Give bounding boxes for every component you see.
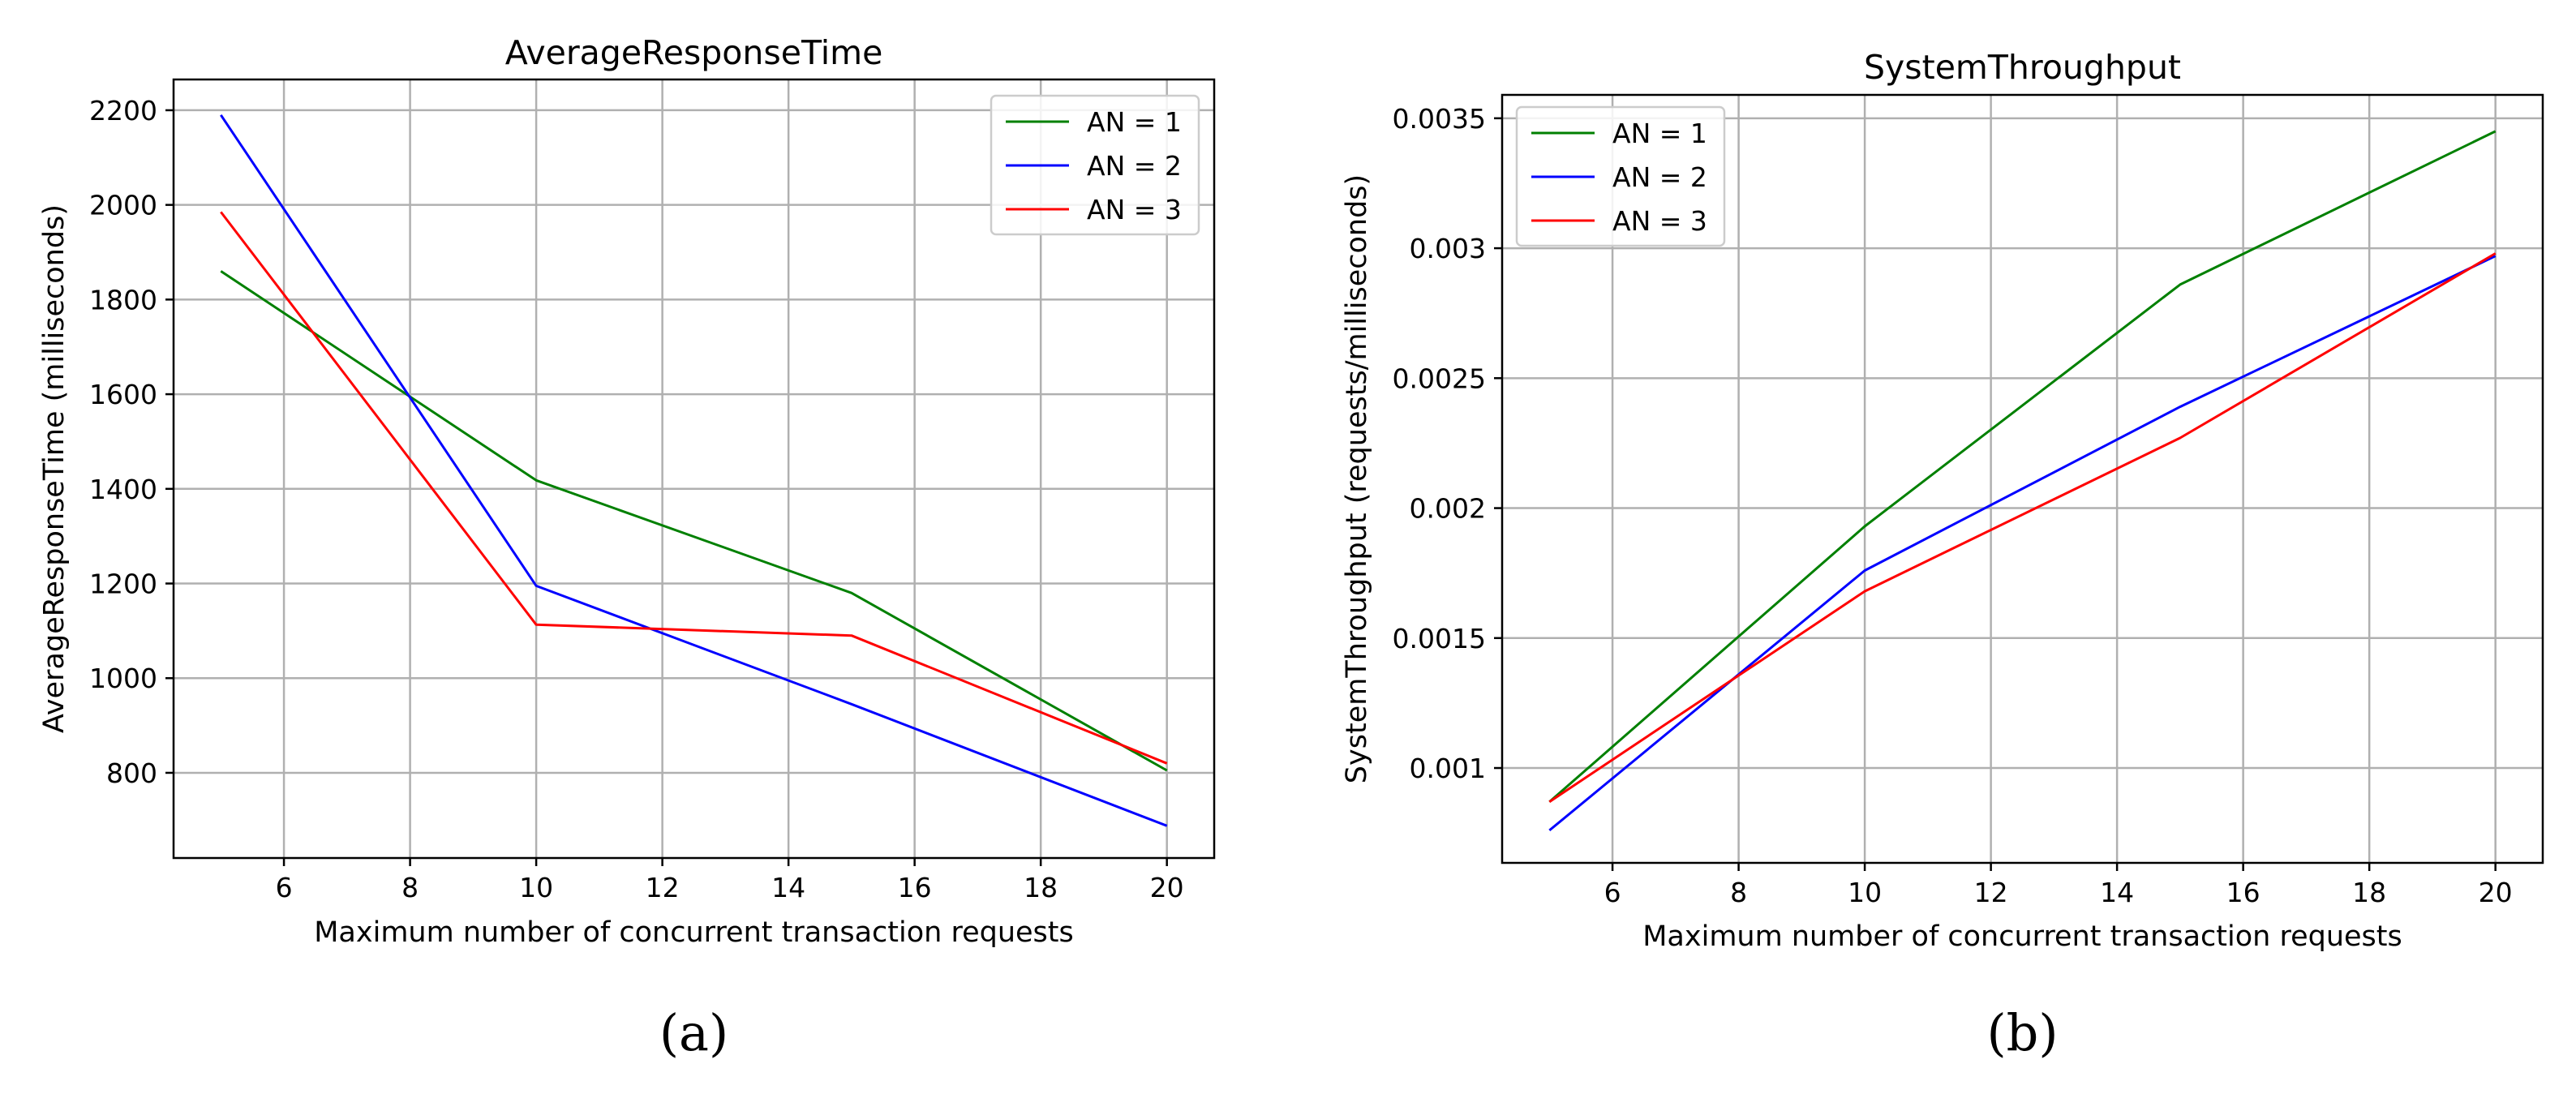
legend-label-an-3: AN = 3 [1612, 205, 1707, 237]
y-tick-label: 2200 [89, 95, 157, 127]
x-tick-label: 16 [898, 872, 932, 903]
legend-label-an-2: AN = 2 [1087, 150, 1182, 182]
series-line-an-3 [1548, 252, 2497, 803]
legend-label-an-1: AN = 1 [1087, 106, 1182, 138]
y-tick-label: 0.0015 [1393, 623, 1486, 654]
y-axis-label: AverageResponseTime (milliseconds) [38, 204, 71, 733]
y-tick-label: 1400 [89, 474, 157, 505]
chart-title: SystemThroughput [1864, 48, 2181, 87]
y-tick-label: 1000 [89, 663, 157, 694]
x-tick-label: 12 [1974, 877, 2008, 908]
x-tick-label: 8 [1730, 877, 1747, 908]
legend-label-an-1: AN = 1 [1612, 118, 1707, 149]
x-tick-label: 6 [1604, 877, 1621, 908]
x-tick-label: 6 [276, 872, 293, 903]
x-tick-label: 14 [2100, 877, 2134, 908]
y-tick-label: 1600 [89, 379, 157, 410]
x-tick-label: 12 [646, 872, 680, 903]
x-tick-label: 10 [519, 872, 553, 903]
series-line-an-2 [1548, 255, 2497, 832]
plot-frame [1501, 93, 2544, 864]
y-tick-label: 0.003 [1410, 233, 1486, 264]
y-tick-label: 2000 [89, 190, 157, 221]
y-tick-label: 1800 [89, 284, 157, 315]
legend-label-an-3: AN = 3 [1087, 194, 1182, 225]
x-tick-label: 10 [1848, 877, 1882, 908]
panel-label: (b) [1986, 1003, 2058, 1062]
x-axis-label: Maximum number of concurrent transaction… [314, 916, 1074, 949]
y-tick-label: 800 [106, 757, 157, 789]
series-line-an-1 [220, 270, 1168, 772]
chart-title: AverageResponseTime [505, 33, 883, 72]
legend-box [1515, 105, 1726, 247]
y-tick-label: 0.0035 [1393, 103, 1486, 135]
x-tick-label: 20 [2479, 877, 2513, 908]
legend-label-an-2: AN = 2 [1612, 161, 1707, 193]
y-tick-label: 0.001 [1410, 753, 1486, 784]
x-axis-label: Maximum number of concurrent transaction… [1642, 920, 2402, 953]
x-tick-label: 14 [771, 872, 805, 903]
y-axis-label: SystemThroughput (requests/milliseconds) [1341, 174, 1373, 783]
x-tick-label: 20 [1150, 872, 1184, 903]
series-line-an-3 [220, 211, 1168, 765]
series-line-an-1 [1548, 130, 2497, 803]
x-tick-label: 16 [2226, 877, 2260, 908]
chart-system-throughput: 6 8 10 12 14 16 18 20 0.001 0.0015 0.002 0.0025 0.00… [1341, 48, 2544, 1062]
legend-box [990, 94, 1200, 236]
y-tick-label: 0.0025 [1393, 363, 1486, 394]
legend: AN = 1 AN = 2 AN = 3 [1515, 105, 1726, 247]
chart-average-response-time: 6 8 10 12 14 16 18 20 800 1000 1200 1400 1600 1800 200… [38, 33, 1216, 1062]
legend: AN = 1 AN = 2 AN = 3 [990, 94, 1200, 236]
x-tick-label: 18 [1024, 872, 1058, 903]
y-tick-label: 1200 [89, 568, 157, 600]
series-line-an-2 [220, 114, 1168, 827]
x-tick-label: 8 [401, 872, 419, 903]
x-tick-label: 18 [2352, 877, 2386, 908]
panel-label: (a) [659, 1003, 728, 1062]
plot-frame [172, 78, 1216, 860]
y-tick-label: 0.002 [1410, 493, 1486, 525]
